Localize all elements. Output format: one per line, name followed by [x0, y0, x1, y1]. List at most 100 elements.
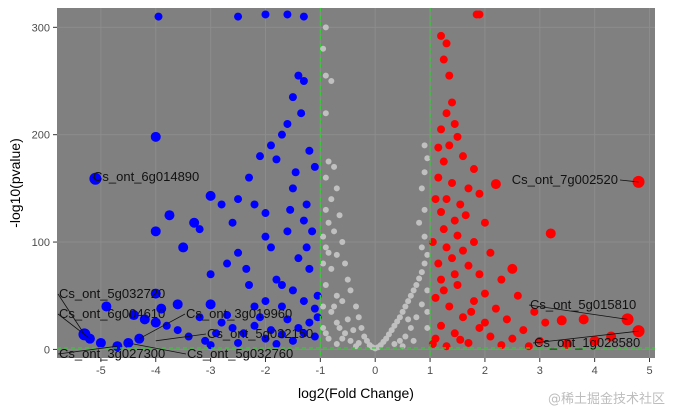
point-nonsignificant	[333, 185, 340, 192]
point-nonsignificant	[424, 251, 431, 258]
point-nonsignificant	[418, 269, 425, 276]
point-down	[305, 264, 314, 273]
point-down	[228, 323, 237, 332]
point-up	[541, 318, 550, 327]
point-up	[519, 326, 528, 335]
x-tick-label: 3	[537, 365, 543, 377]
point-down	[128, 310, 139, 321]
point-nonsignificant	[418, 244, 425, 251]
point-down	[283, 119, 292, 128]
annotation-leader-line	[91, 176, 96, 180]
point-up	[448, 179, 457, 187]
point-nonsignificant	[344, 276, 351, 283]
point-nonsignificant	[331, 228, 338, 235]
x-tick-label: 5	[646, 365, 652, 377]
point-down	[234, 12, 243, 21]
point-up	[431, 195, 440, 204]
point-nonsignificant	[328, 265, 335, 272]
point-nonsignificant	[322, 330, 329, 337]
gene-label: Cs_ont_1g028580	[534, 335, 640, 350]
point-down	[223, 259, 232, 268]
point-down	[162, 321, 171, 330]
point-down	[294, 71, 303, 80]
point-nonsignificant	[418, 185, 425, 192]
point-up	[437, 275, 446, 284]
point-down	[283, 10, 292, 19]
point-down	[261, 232, 270, 241]
point-down	[286, 205, 295, 214]
point-down	[299, 77, 308, 86]
point-up	[480, 218, 489, 227]
point-up	[445, 71, 454, 80]
point-up	[491, 304, 500, 313]
point-nonsignificant	[325, 335, 332, 342]
point-nonsignificant	[358, 324, 365, 331]
point-nonsignificant	[421, 233, 428, 240]
x-tick-label: -4	[151, 365, 161, 377]
point-down	[261, 334, 270, 343]
point-nonsignificant	[353, 303, 359, 310]
point-up	[475, 270, 484, 279]
point-down	[297, 109, 306, 118]
point-nonsignificant	[410, 337, 417, 344]
point-nonsignificant	[328, 78, 335, 85]
point-nonsignificant	[402, 303, 409, 310]
point-down	[302, 243, 311, 252]
point-up	[508, 334, 517, 343]
gene-annotations: Cs_ont_6g014890 Cs_ont_5g032720 Cs_ont_6g0…	[57, 169, 640, 361]
annotation-leader-line	[155, 333, 207, 342]
point-down	[255, 152, 264, 161]
point-up	[453, 231, 462, 240]
point-down	[173, 326, 182, 335]
annotation-leader-line	[57, 313, 91, 339]
point-down	[299, 329, 308, 338]
point-down	[310, 162, 319, 171]
data-points	[78, 10, 645, 352]
annotation-leader-line	[57, 345, 118, 355]
point-up	[497, 275, 506, 284]
point-down	[139, 314, 150, 325]
point-down	[150, 226, 161, 237]
point-up	[442, 109, 451, 118]
annotation-leader-line	[619, 179, 639, 183]
point-up	[475, 323, 484, 332]
point-down	[206, 341, 215, 350]
point-up	[480, 289, 489, 298]
point-down	[101, 301, 112, 312]
gene-label: Cs_ont_5g032760	[187, 346, 293, 361]
point-up	[439, 157, 448, 166]
point-nonsignificant	[396, 337, 403, 344]
point-up	[434, 259, 443, 268]
point-nonsignificant	[421, 260, 428, 267]
point-nonsignificant	[363, 337, 370, 344]
x-tick-label: -2	[261, 365, 271, 377]
point-down	[164, 210, 175, 221]
point-up	[497, 341, 506, 350]
point-up	[530, 307, 539, 316]
point-nonsignificant	[320, 45, 327, 52]
point-nonsignificant	[339, 298, 346, 305]
point-up	[450, 270, 459, 279]
point-nonsignificant	[383, 335, 390, 342]
gene-label: Cs_ont_5g032720	[59, 286, 165, 301]
point-up	[490, 179, 501, 190]
point-up	[442, 195, 451, 204]
point-up	[467, 307, 476, 316]
point-up	[442, 243, 451, 252]
point-down	[277, 330, 286, 339]
point-down	[277, 302, 286, 311]
point-nonsignificant	[322, 72, 329, 79]
point-nonsignificant	[418, 301, 425, 308]
point-down	[195, 225, 204, 234]
point-down	[150, 131, 161, 142]
point-down	[305, 146, 314, 155]
point-up	[442, 342, 451, 351]
point-down	[310, 304, 319, 313]
x-axis-ticks: -5 -4 -3 -2 -1 0 1 2 3 4 5	[96, 358, 653, 377]
point-nonsignificant	[339, 239, 346, 246]
point-up	[578, 314, 589, 325]
point-nonsignificant	[416, 275, 423, 282]
point-up	[437, 321, 446, 330]
point-nonsignificant	[394, 318, 401, 325]
point-up	[456, 200, 465, 209]
